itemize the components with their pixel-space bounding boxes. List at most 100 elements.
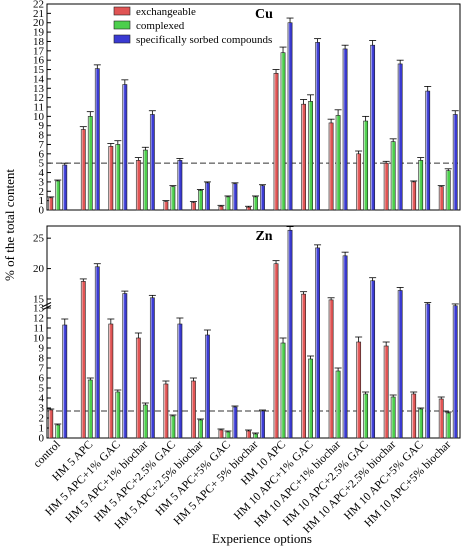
bar-specifically-sorbed-compounds: [62, 164, 68, 211]
y-tick-label: 19: [33, 27, 45, 39]
bar-complexed: [280, 52, 286, 211]
bar-specifically-sorbed-compounds: [260, 410, 265, 439]
bar-complexed: [115, 391, 121, 439]
bar-specifically-sorbed-compounds: [370, 44, 376, 211]
bar-exchangeable: [273, 263, 279, 439]
bar-complexed: [308, 358, 313, 439]
bar-complexed: [225, 431, 231, 439]
bar-specifically-sorbed-compounds: [397, 290, 403, 439]
bar-complexed: [363, 393, 369, 439]
bar-specifically-sorbed-compounds: [452, 114, 458, 211]
bar-complexed: [418, 160, 424, 211]
bar-exchangeable: [301, 103, 306, 211]
bar-exchangeable: [273, 72, 279, 211]
bar-complexed: [142, 149, 148, 211]
y-tick-label: 3: [39, 176, 45, 188]
y-tick-label: 8: [39, 130, 45, 142]
bar-exchangeable: [411, 181, 417, 211]
y-tick-label: 20: [33, 17, 45, 29]
y-tick-label: 11: [33, 323, 44, 335]
bar-complexed: [418, 408, 424, 439]
bar-specifically-sorbed-compounds: [232, 406, 238, 439]
bar-complexed: [280, 342, 286, 439]
bar-exchangeable: [411, 393, 417, 439]
bar-exchangeable: [218, 205, 224, 211]
bar-exchangeable: [246, 206, 251, 211]
bar-specifically-sorbed-compounds: [397, 63, 403, 211]
bar-specifically-sorbed-compounds: [122, 84, 128, 211]
y-tick-label: 0: [39, 205, 45, 217]
y-tick-label: 13: [33, 303, 45, 315]
bar-specifically-sorbed-compounds: [370, 280, 376, 439]
bar-exchangeable: [438, 398, 444, 439]
bar-exchangeable: [191, 202, 196, 211]
bar-exchangeable: [108, 146, 114, 211]
bar-complexed: [308, 101, 313, 211]
y-tick-label: 20: [33, 263, 45, 275]
bar-complexed: [170, 186, 176, 211]
bar-complexed: [55, 424, 61, 439]
bar-specifically-sorbed-compounds: [205, 334, 210, 439]
y-tick-label: 16: [33, 55, 45, 67]
bar-exchangeable: [356, 153, 362, 211]
bar-specifically-sorbed-compounds: [94, 68, 100, 211]
legend-label: exchangeable: [136, 6, 196, 18]
bar-complexed: [390, 396, 396, 439]
bar-complexed: [390, 141, 396, 211]
y-tick-label: 8: [39, 353, 45, 365]
legend-swatch-exchangeable: [113, 6, 131, 16]
y-tick-label: 4: [39, 393, 45, 405]
x-axis-label: Experience options: [212, 531, 312, 546]
bar-exchangeable: [356, 341, 362, 439]
bar-specifically-sorbed-compounds: [452, 305, 458, 439]
y-tick-label: 6: [39, 373, 45, 385]
bar-complexed: [115, 144, 121, 211]
bar-complexed: [142, 404, 148, 439]
y-tick-label: 2: [39, 186, 45, 198]
bar-specifically-sorbed-compounds: [62, 324, 68, 439]
bar-exchangeable: [328, 299, 334, 439]
bar-complexed: [55, 180, 61, 211]
bar-complexed: [363, 120, 369, 211]
legend: exchangeable complexed specifically sorbed…: [113, 6, 272, 46]
x-category-label: control: [31, 439, 63, 471]
y-tick-label: 9: [39, 120, 45, 132]
bar-complexed: [198, 419, 203, 439]
y-tick-label: 18: [33, 36, 45, 48]
bar-specifically-sorbed-compounds: [177, 160, 183, 211]
bar-exchangeable: [48, 197, 54, 211]
bar-complexed: [335, 370, 341, 439]
legend-swatch-specifically-sorbed-compounds: [113, 34, 131, 44]
y-tick-label: 12: [33, 313, 44, 325]
y-tick-label: 12: [33, 92, 44, 104]
bar-complexed: [445, 170, 451, 211]
axis-break-mark: [42, 302, 52, 307]
bar-specifically-sorbed-compounds: [425, 303, 431, 439]
bar-exchangeable: [383, 162, 389, 211]
bar-exchangeable: [80, 281, 86, 439]
y-tick-label: 10: [33, 333, 45, 345]
bar-complexed: [170, 415, 176, 439]
bar-specifically-sorbed-compounds: [315, 247, 320, 439]
bar-specifically-sorbed-compounds: [287, 22, 293, 211]
bar-exchangeable: [218, 429, 224, 439]
bar-exchangeable: [108, 323, 114, 439]
bar-complexed: [335, 115, 341, 211]
bar-specifically-sorbed-compounds: [425, 90, 431, 211]
bar-specifically-sorbed-compounds: [232, 183, 238, 211]
y-tick-label: 9: [39, 343, 45, 355]
y-tick-label: 6: [39, 148, 45, 160]
bar-exchangeable: [48, 409, 54, 439]
y-tick-label: 3: [39, 403, 45, 415]
bar-complexed: [198, 190, 203, 211]
y-tick-label: 22: [33, 0, 44, 11]
y-tick-label: 4: [39, 167, 45, 179]
bar-specifically-sorbed-compounds: [205, 182, 210, 211]
bar-exchangeable: [246, 430, 251, 439]
bar-specifically-sorbed-compounds: [260, 185, 265, 211]
bar-exchangeable: [328, 122, 334, 211]
bar-specifically-sorbed-compounds: [287, 229, 293, 439]
panel-title: Cu: [255, 7, 273, 22]
